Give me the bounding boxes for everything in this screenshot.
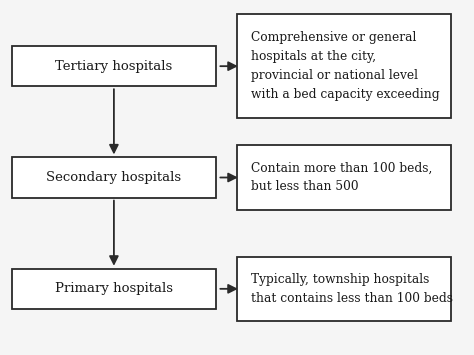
FancyBboxPatch shape [237, 257, 451, 321]
Text: Contain more than 100 beds,
but less than 500: Contain more than 100 beds, but less tha… [251, 162, 432, 193]
FancyBboxPatch shape [237, 14, 451, 118]
Text: Primary hospitals: Primary hospitals [55, 282, 173, 295]
Text: Typically, township hospitals
that contains less than 100 beds: Typically, township hospitals that conta… [251, 273, 453, 305]
Text: Tertiary hospitals: Tertiary hospitals [55, 60, 173, 73]
FancyBboxPatch shape [12, 46, 216, 86]
Text: Secondary hospitals: Secondary hospitals [46, 171, 182, 184]
FancyBboxPatch shape [237, 145, 451, 210]
Text: Comprehensive or general
hospitals at the city,
provincial or national level
wit: Comprehensive or general hospitals at th… [251, 31, 439, 101]
FancyBboxPatch shape [12, 158, 216, 197]
FancyBboxPatch shape [12, 269, 216, 309]
